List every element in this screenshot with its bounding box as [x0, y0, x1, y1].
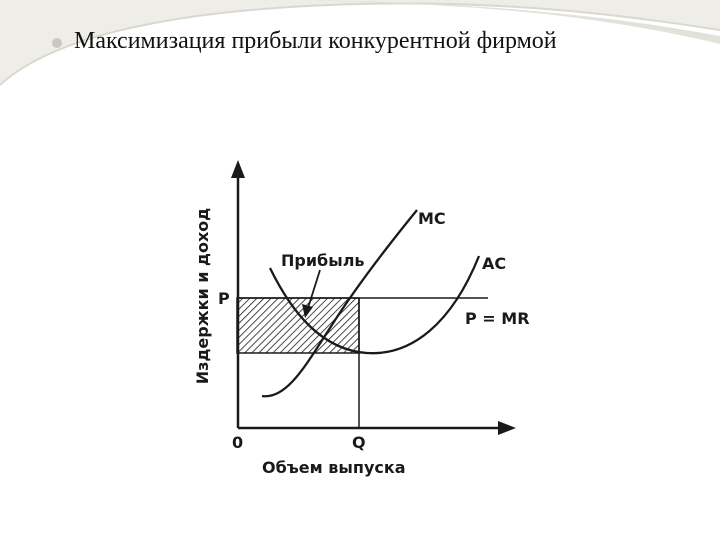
y-axis-label: Издержки и доход [193, 208, 212, 384]
price-label: P [218, 289, 230, 308]
x-axis-label: Объем выпуска [262, 458, 406, 477]
profit-maximization-diagram: Издержки и доход Объем выпуска 0 P Q MC … [193, 160, 530, 477]
p-mr-label: P = MR [465, 309, 530, 328]
quantity-label: Q [352, 433, 366, 452]
slide-title: Максимизация прибыли конкурентной фирмой [74, 28, 557, 54]
ac-curve [268, 255, 481, 355]
title-bullet-row: Максимизация прибыли конкурентной фирмой [52, 28, 557, 55]
y-axis-arrow-icon [231, 160, 245, 178]
profit-label: Прибыль [281, 251, 365, 270]
origin-label: 0 [232, 433, 243, 452]
mc-label: MC [418, 209, 446, 228]
profit-pointer [307, 269, 321, 309]
mc-curve [261, 209, 418, 398]
bullet-icon [52, 37, 62, 48]
x-axis-arrow-icon [498, 421, 516, 435]
ac-label: AC [482, 254, 506, 273]
profit-pointer-arrow-icon [302, 304, 313, 318]
profit-area [236, 297, 360, 354]
